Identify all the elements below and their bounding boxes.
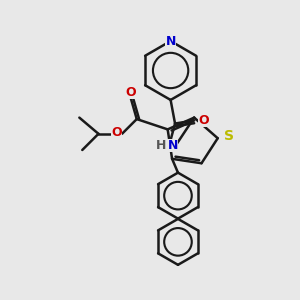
- Text: O: O: [125, 86, 136, 99]
- Text: N: N: [167, 139, 178, 152]
- Text: H: H: [156, 139, 166, 152]
- Text: N: N: [165, 34, 176, 48]
- Text: S: S: [224, 129, 234, 143]
- Text: O: O: [111, 126, 122, 139]
- Text: O: O: [198, 114, 208, 127]
